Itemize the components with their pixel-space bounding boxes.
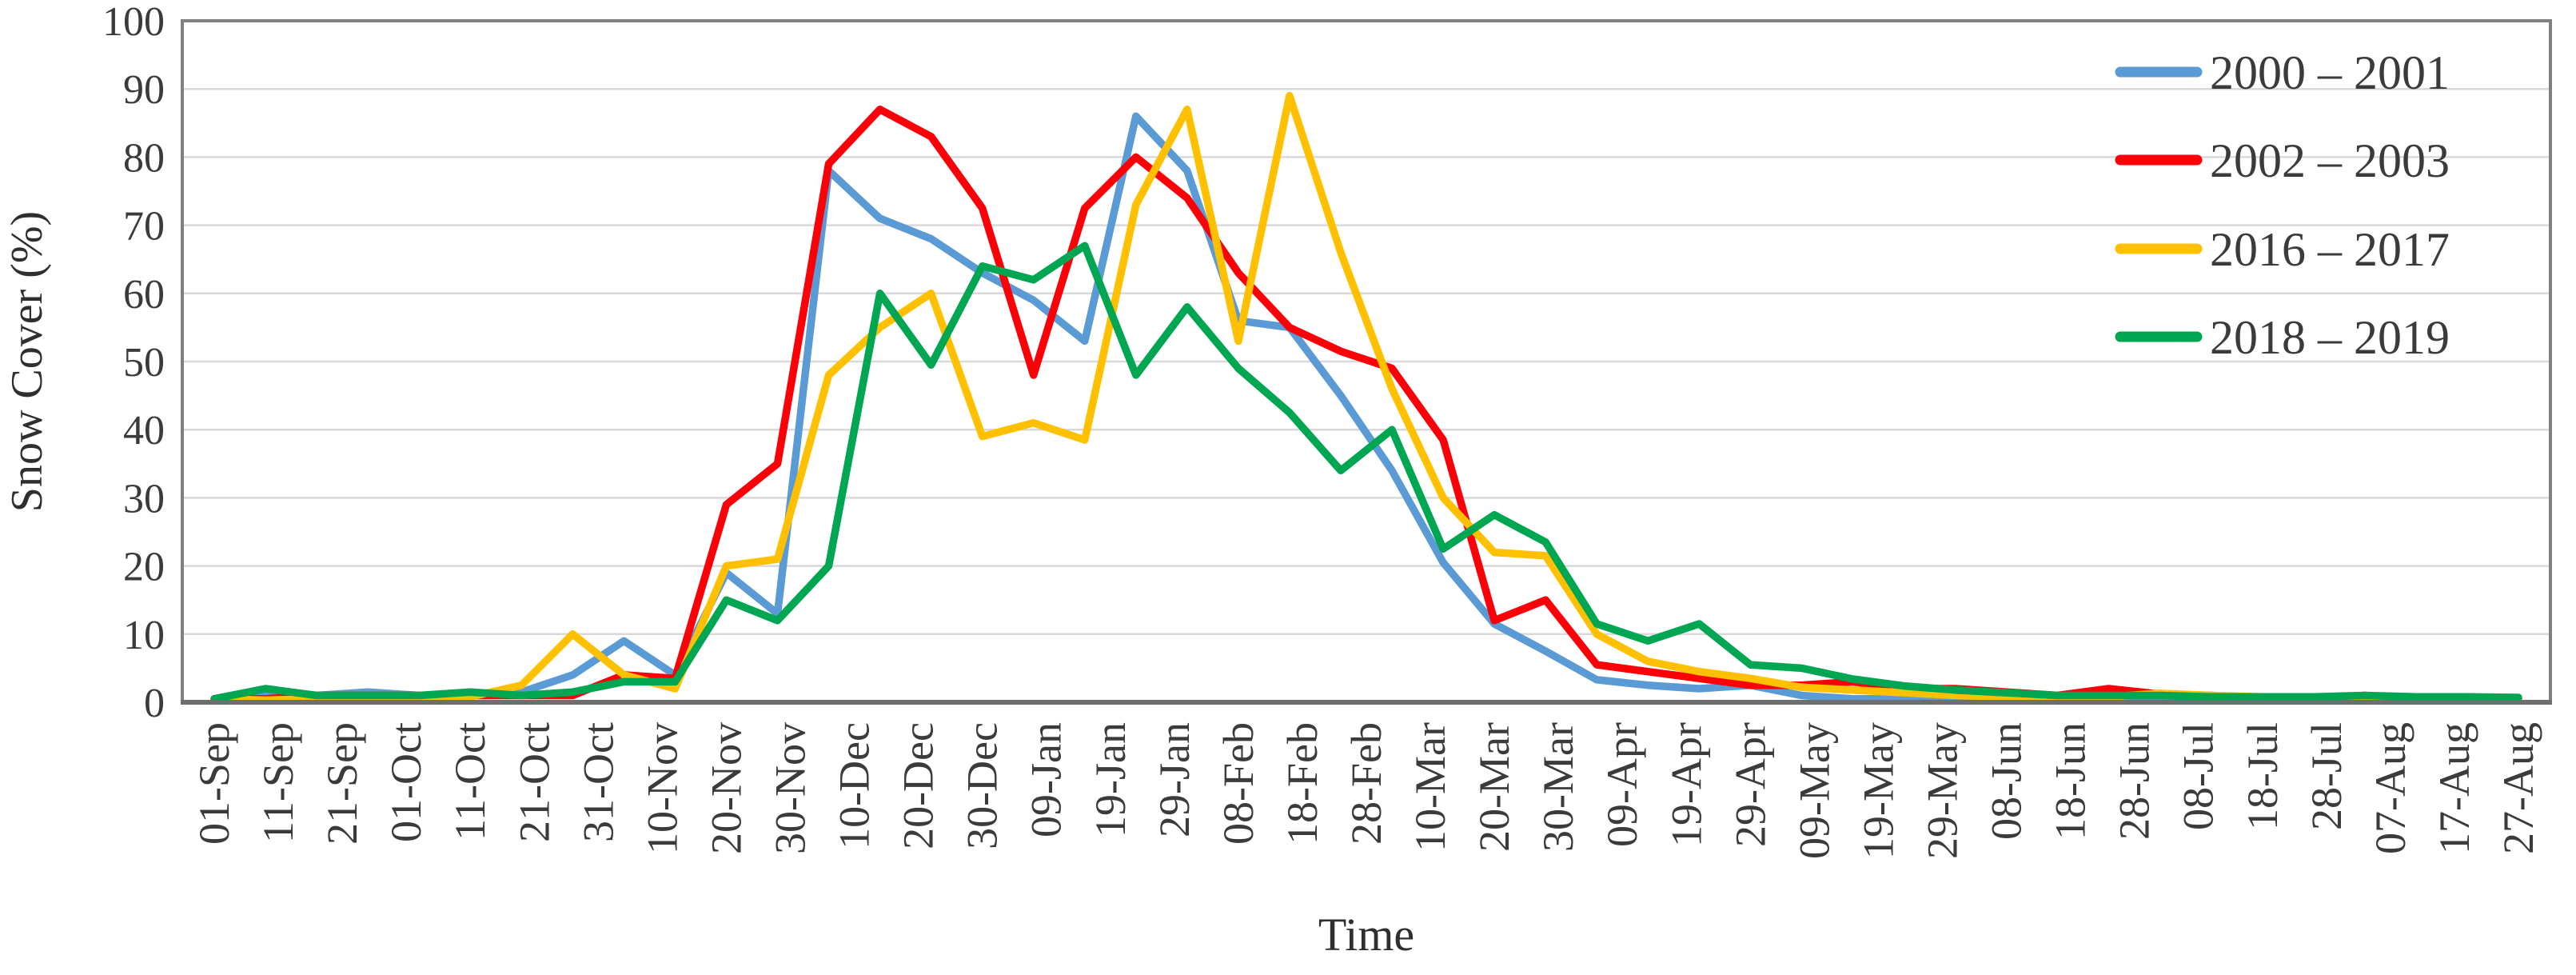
x-tick-label: 19-May xyxy=(1854,722,1902,859)
series-line-2018-2019 xyxy=(210,242,2522,703)
y-tick-label: 70 xyxy=(123,204,165,250)
x-tick-label: 29-May xyxy=(1918,722,1966,859)
x-tick-label: 11-Oct xyxy=(446,722,494,841)
y-tick-label: 60 xyxy=(123,272,165,318)
x-tick-label: 28-Jun xyxy=(2111,722,2159,840)
legend-entry: 2002 – 2003 xyxy=(2115,134,2450,187)
x-tick-label: 30-Dec xyxy=(959,722,1007,849)
x-tick-label: 28-Jul xyxy=(2303,722,2351,830)
x-tick-label: 11-Sep xyxy=(254,722,302,843)
x-tick-label: 01-Oct xyxy=(382,722,430,842)
series-lines xyxy=(210,91,2522,705)
x-tick-label: 21-Oct xyxy=(510,722,558,842)
x-axis-title: Time xyxy=(1318,909,1414,961)
x-tick-label: 10-Dec xyxy=(831,722,879,849)
x-tick-label: 09-May xyxy=(1790,722,1838,859)
y-tick-label: 100 xyxy=(102,0,165,45)
x-axis-labels: 01-Sep 11-Sep 21-Sep 01-Oct 11-Oct 21-Oct 31-O… xyxy=(190,722,2542,859)
legend: 2000 – 2001 2002 – 2003 2016 – 2017 2018 – … xyxy=(2115,46,2450,364)
y-tick-label: 50 xyxy=(123,340,165,386)
x-tick-label: 27-Aug xyxy=(2494,722,2542,854)
x-tick-label: 29-Apr xyxy=(1726,722,1774,847)
y-tick-label: 90 xyxy=(123,67,165,113)
x-tick-label: 18-Feb xyxy=(1278,722,1326,845)
legend-label: 2000 – 2001 xyxy=(2210,46,2450,99)
x-tick-label: 08-Jun xyxy=(1983,722,2031,840)
x-tick-label: 10-Mar xyxy=(1406,722,1454,852)
x-tick-label: 28-Feb xyxy=(1342,722,1390,845)
x-tick-label: 29-Jan xyxy=(1150,722,1198,837)
x-tick-label: 30-Nov xyxy=(767,722,815,854)
x-tick-label: 08-Feb xyxy=(1214,722,1262,845)
x-tick-label: 18-Jul xyxy=(2239,722,2287,830)
y-axis-title: Snow Cover (%) xyxy=(2,211,52,512)
x-tick-label: 07-Aug xyxy=(2367,722,2415,854)
y-tick-label: 10 xyxy=(123,613,165,658)
legend-label: 2002 – 2003 xyxy=(2210,134,2450,187)
x-tick-label: 31-Oct xyxy=(574,722,622,842)
x-tick-label: 30-Mar xyxy=(1534,722,1582,852)
legend-entry: 2018 – 2019 xyxy=(2115,311,2450,364)
y-tick-label: 20 xyxy=(123,545,165,590)
x-tick-label: 18-Jun xyxy=(2047,722,2095,840)
x-tick-label: 19-Apr xyxy=(1662,722,1710,847)
x-tick-label: 10-Nov xyxy=(638,722,686,854)
series-line-2016-2017 xyxy=(210,91,2522,705)
y-tick-label: 30 xyxy=(123,476,165,521)
series-line-2002-2003 xyxy=(210,106,2522,703)
x-tick-label: 21-Sep xyxy=(318,722,366,845)
legend-entry: 2000 – 2001 xyxy=(2115,46,2450,99)
x-tick-label: 01-Sep xyxy=(190,722,238,845)
x-tick-label: 09-Apr xyxy=(1598,722,1646,847)
x-tick-label: 20-Dec xyxy=(895,722,943,849)
x-tick-label: 19-Jan xyxy=(1087,722,1134,837)
x-tick-label: 20-Nov xyxy=(702,722,750,854)
x-tick-label: 08-Jul xyxy=(2175,722,2223,830)
x-tick-label: 20-Mar xyxy=(1470,722,1518,852)
y-tick-label: 40 xyxy=(123,408,165,454)
y-tick-label: 80 xyxy=(123,135,165,181)
legend-entry: 2016 – 2017 xyxy=(2115,223,2450,276)
legend-label: 2018 – 2019 xyxy=(2210,311,2450,364)
y-tick-label: 0 xyxy=(144,681,165,726)
series-line-2000-2001 xyxy=(210,112,2522,703)
x-tick-label: 09-Jan xyxy=(1023,722,1071,837)
x-tick-label: 17-Aug xyxy=(2430,722,2478,854)
y-axis-labels: 0 10 20 30 40 50 60 70 80 90 100 xyxy=(102,0,165,726)
legend-label: 2016 – 2017 xyxy=(2210,223,2450,276)
